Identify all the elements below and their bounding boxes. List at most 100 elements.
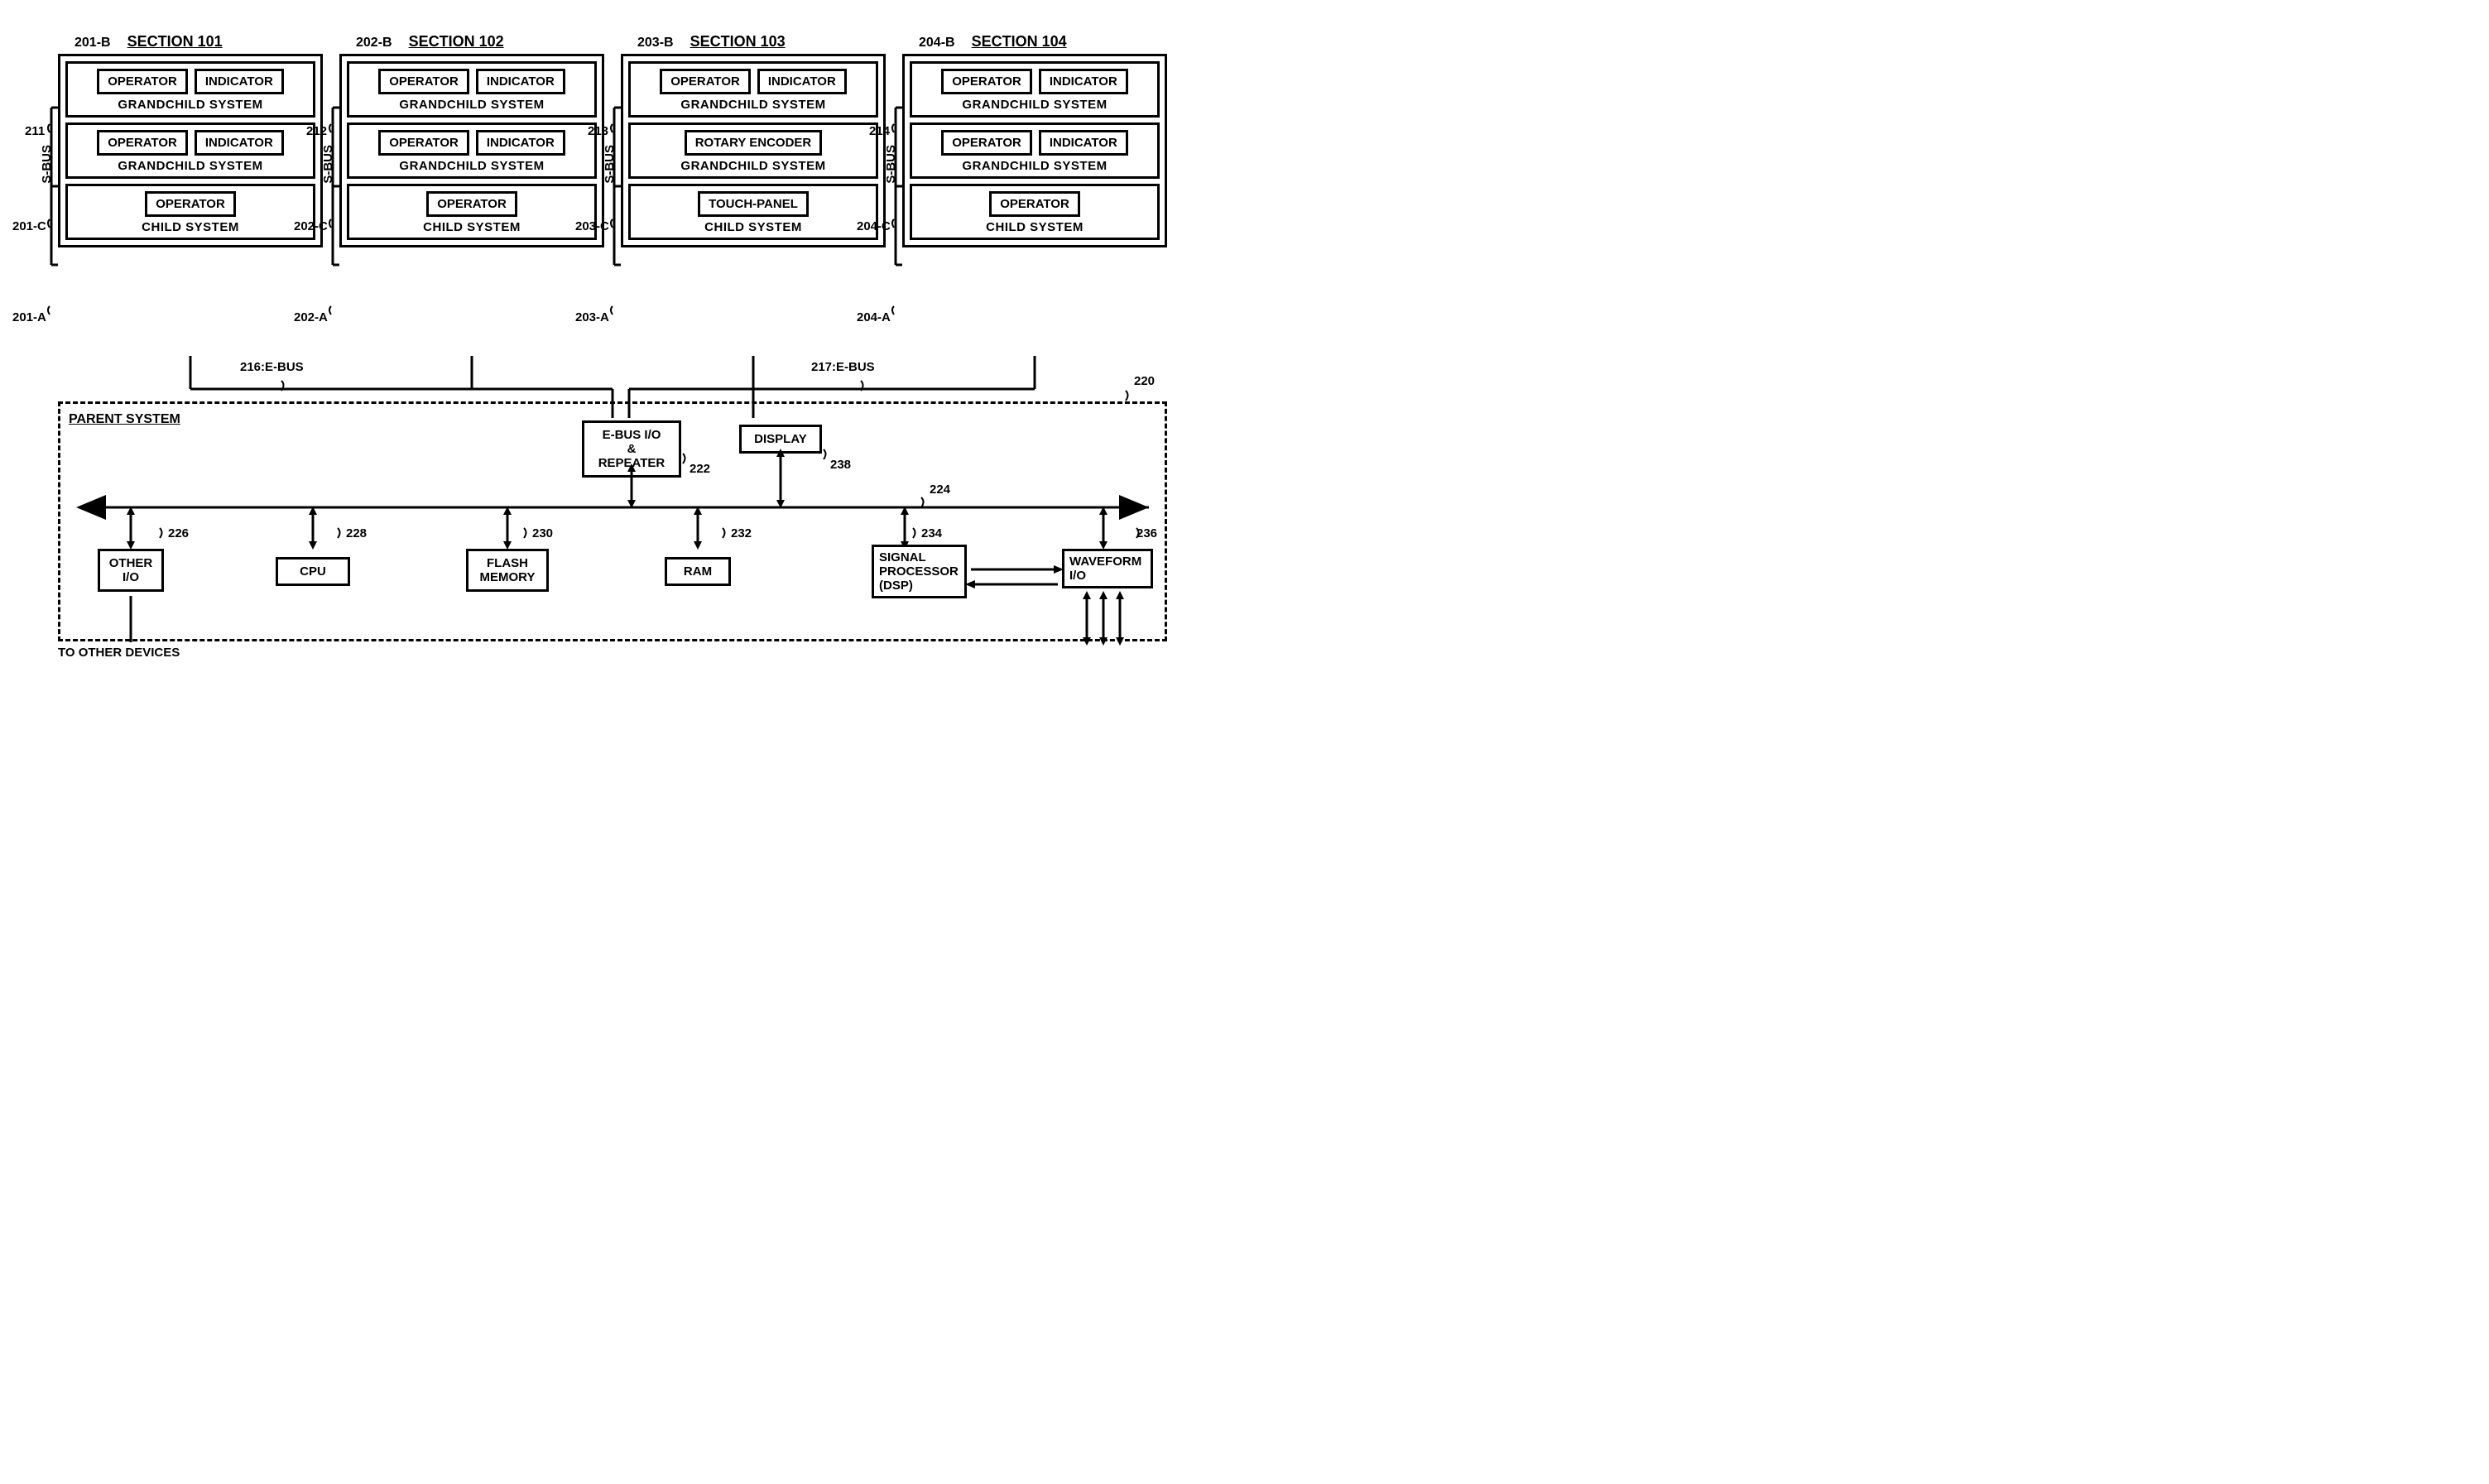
grandchild-system-c: OPERATORINDICATOR GRANDCHILD SYSTEM <box>65 122 315 179</box>
indicator-box: INDICATOR <box>476 130 565 156</box>
section-header: 204-B SECTION 104 <box>902 33 1167 50</box>
sbus-ref: 211 <box>25 124 45 138</box>
system-label: GRANDCHILD SYSTEM <box>74 98 306 112</box>
ref-c-label: 204-C <box>857 219 891 233</box>
component-row: OPERATORINDICATOR <box>74 130 306 156</box>
indicator-box: INDICATOR <box>1039 69 1128 94</box>
grandchild-system-b: OPERATORINDICATORGRANDCHILD SYSTEM <box>347 61 597 118</box>
system-label: GRANDCHILD SYSTEM <box>919 159 1151 173</box>
component-row: OPERATOR <box>919 191 1151 217</box>
child-system-a: TOUCH-PANEL CHILD SYSTEM <box>628 184 878 240</box>
cpu-ref: 228 <box>346 526 367 540</box>
grandchild-system-b: OPERATOR INDICATOR GRANDCHILD SYSTEM <box>910 61 1160 118</box>
system-label: GRANDCHILD SYSTEM <box>919 98 1151 112</box>
operator-box: OPERATOR <box>660 69 751 94</box>
flash-box: FLASH MEMORY <box>466 549 549 592</box>
system-label: CHILD SYSTEM <box>356 220 588 234</box>
ref-c-label: 203-C <box>575 219 609 233</box>
section-title: SECTION 102 <box>409 33 504 50</box>
system-label: CHILD SYSTEM <box>919 220 1151 234</box>
waveform-ref: 236 <box>1136 526 1157 540</box>
rotary-encoder-box: ROTARY ENCODER <box>685 130 823 156</box>
component-row: OPERATOR INDICATOR <box>356 69 588 94</box>
indicator-box: INDICATOR <box>195 69 284 94</box>
system-label: GRANDCHILD SYSTEM <box>637 98 869 112</box>
system-label: CHILD SYSTEM <box>637 220 869 234</box>
component-row: OPERATOR <box>74 191 306 217</box>
operator-box: OPERATOR <box>145 191 236 217</box>
sbus-ref: 212 <box>306 124 327 138</box>
waveform-box: WAVEFORM I/O <box>1062 549 1153 588</box>
grandchild-system-c: OPERATOR INDICATOR GRANDCHILD SYSTEM <box>910 122 1160 179</box>
ref-a-label: 203-A <box>575 310 609 324</box>
block-diagram: 201-BSECTION 101OPERATORINDICATORGRANDCH… <box>33 33 1192 695</box>
operator-box: OPERATOR <box>941 130 1032 156</box>
indicator-box: INDICATOR <box>1039 130 1128 156</box>
sbus-ref: 213 <box>588 124 608 138</box>
ref-b-label: 202-B <box>356 36 392 50</box>
ref-a-label: 204-A <box>857 310 891 324</box>
ref-c-label: 202-C <box>294 219 328 233</box>
indicator-box: INDICATOR <box>757 69 847 94</box>
operator-box: OPERATOR <box>97 130 188 156</box>
section-title: SECTION 101 <box>127 33 223 50</box>
ebus-io-box: E-BUS I/O & REPEATER <box>582 420 681 478</box>
component-row: OPERATOR INDICATOR <box>919 130 1151 156</box>
ebus-io-ref: 222 <box>690 462 710 476</box>
operator-box: OPERATOR <box>378 130 469 156</box>
ref-b-label: 201-B <box>74 36 111 50</box>
component-row: OPERATORINDICATOR <box>637 69 869 94</box>
child-system-a: OPERATORCHILD SYSTEM <box>65 184 315 240</box>
cpu-box: CPU <box>276 557 350 586</box>
touch-panel-box: TOUCH-PANEL <box>698 191 809 217</box>
ebus-left-label: 216:E-BUS <box>240 360 304 374</box>
section-header: 203-B SECTION 103 <box>621 33 886 50</box>
component-row: TOUCH-PANEL <box>637 191 869 217</box>
parent-system: PARENT SYSTEM E-BUS I/O & REPEATER 222 D… <box>58 401 1167 641</box>
ram-ref: 232 <box>731 526 752 540</box>
sbus-label: S-BUS <box>321 145 335 184</box>
system-label: GRANDCHILD SYSTEM <box>356 159 588 173</box>
component-row: OPERATOR INDICATOR <box>356 130 588 156</box>
sbus-label: S-BUS <box>40 145 54 184</box>
section-104: 204-B SECTION 104 OPERATOR INDICATOR GRANDCH… <box>902 33 1167 247</box>
ref-a-label: 202-A <box>294 310 328 324</box>
section-title: SECTION 104 <box>972 33 1067 50</box>
operator-box: OPERATOR <box>989 191 1080 217</box>
system-label: GRANDCHILD SYSTEM <box>74 159 306 173</box>
child-system-a: OPERATOR CHILD SYSTEM <box>910 184 1160 240</box>
bus-ref: 224 <box>930 483 950 497</box>
operator-box: OPERATOR <box>378 69 469 94</box>
indicator-box: INDICATOR <box>476 69 565 94</box>
parent-system-title: PARENT SYSTEM <box>69 412 180 427</box>
other-io-box: OTHER I/O <box>98 549 164 592</box>
ref-b-label: 204-B <box>919 36 955 50</box>
section-outer-box: OPERATORINDICATORGRANDCHILD SYSTEMOPERAT… <box>58 54 323 247</box>
sbus-label: S-BUS <box>603 145 617 184</box>
operator-box: OPERATOR <box>97 69 188 94</box>
section-title: SECTION 103 <box>690 33 786 50</box>
grandchild-system-c: OPERATOR INDICATOR GRANDCHILD SYSTEM <box>347 122 597 179</box>
display-box: DISPLAY <box>739 425 822 454</box>
ram-box: RAM <box>665 557 731 586</box>
section-outer-box: OPERATORINDICATORGRANDCHILD SYSTEMOPERAT… <box>902 54 1167 247</box>
component-row: OPERATOR INDICATOR <box>74 69 306 94</box>
flash-ref: 230 <box>532 526 553 540</box>
parent-ref: 220 <box>1134 374 1155 388</box>
section-outer-box: OPERATORINDICATORGRANDCHILD SYSTEMROTARY… <box>621 54 886 247</box>
display-ref: 238 <box>830 458 851 472</box>
other-io-ref: 226 <box>168 526 189 540</box>
ref-b-label: 203-B <box>637 36 674 50</box>
ref-a-label: 201-A <box>12 310 46 324</box>
section-header: 201-B SECTION 101 <box>58 33 323 50</box>
section-outer-box: OPERATORINDICATORGRANDCHILD SYSTEMOPERAT… <box>339 54 604 247</box>
section-101: 201-BSECTION 101OPERATORINDICATORGRANDCH… <box>58 33 323 247</box>
operator-box: OPERATOR <box>941 69 1032 94</box>
system-label: GRANDCHILD SYSTEM <box>637 159 869 173</box>
component-row: OPERATOR <box>356 191 588 217</box>
dsp-box: SIGNAL PROCESSOR (DSP) <box>872 545 967 598</box>
child-system-a: OPERATOR CHILD SYSTEM <box>347 184 597 240</box>
grandchild-system-c: ROTARY ENCODER GRANDCHILD SYSTEM <box>628 122 878 179</box>
sbus-label: S-BUS <box>884 145 898 184</box>
to-other-devices: TO OTHER DEVICES <box>58 646 180 660</box>
